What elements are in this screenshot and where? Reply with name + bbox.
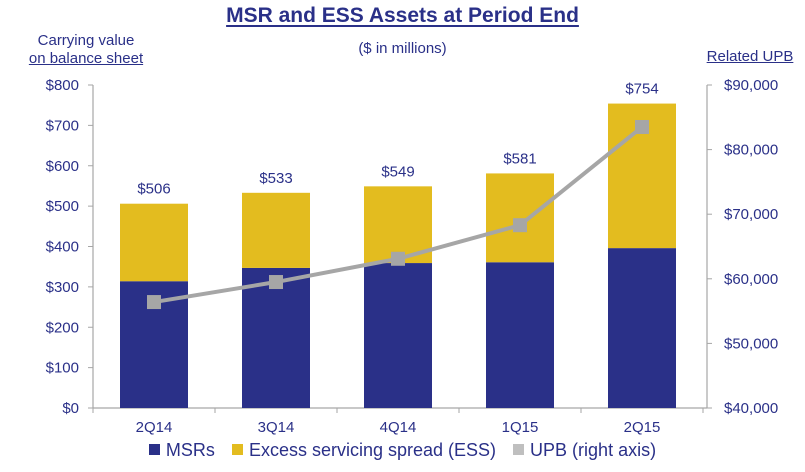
legend-swatch-msrs — [148, 444, 160, 455]
left-axis-label-line2: on balance sheet — [28, 50, 144, 67]
left-axis-tick-label: $600 — [46, 158, 79, 175]
total-label: $506 — [137, 181, 170, 198]
legend-item-msrs: MSRs — [148, 440, 215, 461]
legend-label-msrs: MSRs — [165, 440, 215, 460]
bar-msrs — [242, 267, 310, 408]
upb-line — [147, 119, 649, 310]
bar-ess — [486, 173, 554, 263]
total-label: $549 — [381, 163, 414, 180]
total-label: $533 — [259, 170, 292, 187]
upb-point — [513, 218, 527, 233]
right-axis-tick-label: $80,000 — [724, 142, 778, 159]
x-axis-tick-label: 3Q14 — [258, 419, 295, 436]
left-axis-tick-label: $300 — [46, 279, 79, 296]
left-axis-tick-label: $400 — [46, 239, 79, 256]
bars — [120, 103, 676, 408]
right-axis-tick-label: $40,000 — [724, 400, 778, 417]
x-axis-tick-label: 2Q15 — [624, 419, 661, 436]
left-axis-tick-label: $800 — [46, 77, 79, 94]
legend-swatch-upb — [513, 444, 525, 455]
x-axis-tick-label: 4Q14 — [380, 419, 417, 436]
legend-swatch-ess — [231, 444, 243, 455]
upb-point — [635, 119, 649, 134]
left-axis-tick-label: $0 — [62, 400, 79, 417]
right-axis-label: Related UPB — [706, 48, 794, 65]
left-axis-tick-label: $100 — [46, 360, 79, 377]
left-axis-label-line1: Carrying value — [37, 32, 135, 49]
bar-ess — [364, 186, 432, 264]
left-axis-label: Carrying value on balance sheet — [6, 32, 166, 68]
legend-item-ess: Excess servicing spread (ESS) — [231, 440, 497, 461]
left-axis-tick-label: $500 — [46, 198, 79, 215]
bar-msrs — [486, 262, 554, 408]
upb-point — [391, 251, 405, 266]
upb-point — [147, 295, 161, 310]
left-axis-tick-label: $200 — [46, 319, 79, 336]
chart-subtitle: ($ in millions) — [358, 40, 447, 57]
bar-ess — [120, 203, 188, 282]
legend: MSRs Excess servicing spread (ESS) UPB (… — [0, 440, 805, 461]
x-axis-tick-label: 1Q15 — [502, 419, 539, 436]
right-axis-tick-label: $50,000 — [724, 335, 778, 352]
legend-item-upb: UPB (right axis) — [513, 440, 656, 461]
chart-title-text: MSR and ESS Assets at Period End — [226, 4, 579, 27]
chart-title: MSR and ESS Assets at Period End — [0, 4, 805, 28]
axes: $0 $100 $200 $300 $400 $500 $600 $700 $800 $40,00… — [46, 77, 779, 436]
total-label: $754 — [625, 81, 658, 98]
left-axis-tick-label: $700 — [46, 117, 79, 134]
bar-ess — [242, 192, 310, 268]
upb-point — [269, 275, 283, 290]
bar-msrs — [608, 248, 676, 408]
legend-label-upb: UPB (right axis) — [530, 440, 657, 460]
right-axis-tick-label: $70,000 — [724, 206, 778, 223]
labels: $506 $533 $549 $581 $754 — [137, 81, 658, 198]
total-label: $581 — [503, 150, 536, 167]
right-axis-tick-label: $90,000 — [724, 77, 778, 94]
x-axis-tick-label: 2Q14 — [136, 419, 173, 436]
right-axis-tick-label: $60,000 — [724, 271, 778, 288]
bar-msrs — [364, 263, 432, 408]
legend-label-ess: Excess servicing spread (ESS) — [248, 440, 497, 460]
